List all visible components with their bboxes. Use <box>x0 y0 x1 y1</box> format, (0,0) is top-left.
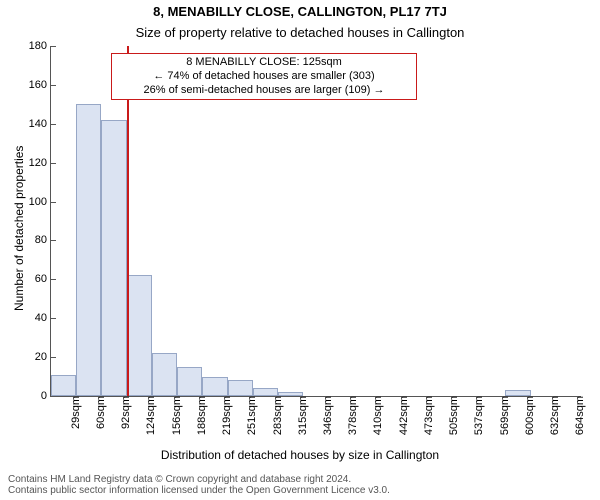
x-tick: 473sqm <box>421 396 435 435</box>
y-tick: 20 <box>17 351 51 363</box>
bar <box>127 275 152 396</box>
x-tick: 442sqm <box>396 396 410 435</box>
bar <box>152 353 177 396</box>
bar <box>253 388 278 396</box>
x-tick: 537sqm <box>471 396 485 435</box>
x-tick: 632sqm <box>547 396 561 435</box>
x-tick: 283sqm <box>270 396 284 435</box>
bar <box>51 375 76 396</box>
annotation-line: 26% of semi-detached houses are larger (… <box>118 84 410 98</box>
y-tick: 180 <box>17 40 51 52</box>
title-line-2: Size of property relative to detached ho… <box>0 25 600 40</box>
annotation-line: 8 MENABILLY CLOSE: 125sqm <box>118 56 410 70</box>
y-axis-label: Number of detached properties <box>12 146 26 311</box>
figure: 8, MENABILLY CLOSE, CALLINGTON, PL17 7TJ… <box>0 0 600 500</box>
bar <box>76 104 101 396</box>
x-tick: 600sqm <box>522 396 536 435</box>
x-tick: 92sqm <box>118 396 132 429</box>
bar <box>202 377 227 396</box>
y-tick: 60 <box>17 273 51 285</box>
x-axis-label: Distribution of detached houses by size … <box>0 448 600 462</box>
x-tick: 219sqm <box>219 396 233 435</box>
x-tick: 315sqm <box>295 396 309 435</box>
x-tick: 410sqm <box>370 396 384 435</box>
x-tick: 124sqm <box>143 396 157 435</box>
y-tick: 80 <box>17 234 51 246</box>
x-tick: 29sqm <box>68 396 82 429</box>
y-tick: 120 <box>17 157 51 169</box>
x-tick: 251sqm <box>244 396 258 435</box>
plot-area: 02040608010012014016018029sqm60sqm92sqm1… <box>50 46 581 397</box>
y-tick: 140 <box>17 118 51 130</box>
bar <box>177 367 202 396</box>
footer-line-2: Contains public sector information licen… <box>8 485 390 496</box>
x-tick: 156sqm <box>169 396 183 435</box>
y-tick: 160 <box>17 79 51 91</box>
x-tick: 505sqm <box>446 396 460 435</box>
y-tick: 100 <box>17 196 51 208</box>
annotation-box: 8 MENABILLY CLOSE: 125sqm← 74% of detach… <box>111 53 417 100</box>
footer-line-1: Contains HM Land Registry data © Crown c… <box>8 474 390 485</box>
x-tick: 378sqm <box>345 396 359 435</box>
annotation-line: ← 74% of detached houses are smaller (30… <box>118 70 410 84</box>
y-tick: 0 <box>17 390 51 402</box>
y-tick: 40 <box>17 312 51 324</box>
footer: Contains HM Land Registry data © Crown c… <box>8 474 390 496</box>
bar <box>101 120 126 396</box>
bar <box>228 380 253 396</box>
x-tick: 346sqm <box>320 396 334 435</box>
x-tick: 569sqm <box>497 396 511 435</box>
x-tick: 664sqm <box>572 396 586 435</box>
x-tick: 60sqm <box>93 396 107 429</box>
x-tick: 188sqm <box>194 396 208 435</box>
title-line-1: 8, MENABILLY CLOSE, CALLINGTON, PL17 7TJ <box>0 4 600 19</box>
